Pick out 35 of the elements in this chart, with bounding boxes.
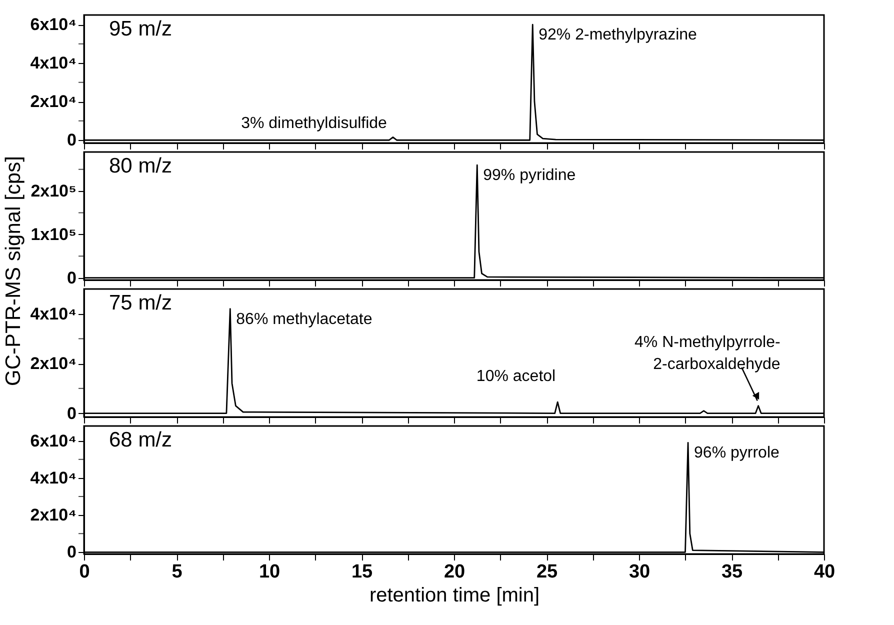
text: 95 m/z [109,18,172,40]
y-tick-label: 2x10⁴ [30,354,76,374]
y-tick-label: 4x10⁴ [30,468,76,488]
annotation: 99% pyridine [483,167,576,184]
text: 68 m/z [109,428,172,452]
y-tick-label: 6x10⁴ [30,15,76,34]
y-tick-label: 2x10⁵ [30,182,76,201]
annotation: 96% pyrrole [694,444,780,462]
y-tick-label: 6x10⁴ [30,431,76,450]
y-tick-label: 0 [67,268,76,288]
y-axis-title: GC-PTR-MS signal [cps] [2,156,25,386]
y-tick-label: 0 [67,404,76,423]
annotation: 3% dimethyldisulfide [241,115,388,132]
y-tick-label: 4x10⁴ [30,54,76,73]
legend-label: 80 m/z [109,154,172,178]
x-tick-label: 20 [444,562,466,582]
y-tick-label: 2x10⁴ [30,92,76,112]
x-tick-label: 35 [721,562,743,582]
x-tick-label: 15 [351,562,373,582]
text: 75 m/z [109,292,172,314]
annotation: 86% methylacetate [236,310,372,328]
x-tick-label: 10 [258,562,280,582]
y-tick-label: 1x10⁵ [30,224,76,244]
y-tick-label: 0 [67,130,76,150]
y-tick-label: 2x10⁴ [30,506,76,525]
annotation: 10% acetol [476,368,556,386]
annotation: 92% 2-methylpyrazine [538,26,698,44]
annotation: 4% N-methylpyrrole- 2-carboxaldehyde [634,334,780,373]
x-tick-label: 5 [172,562,183,582]
x-axis-title: retention time [min] [369,584,540,606]
y-tick-label: 0 [67,542,76,562]
x-tick-label: 30 [628,562,650,582]
x-tick-label: 40 [814,562,836,582]
y-tick-label: 4x10⁴ [30,304,76,324]
x-tick-label: 25 [536,562,558,582]
